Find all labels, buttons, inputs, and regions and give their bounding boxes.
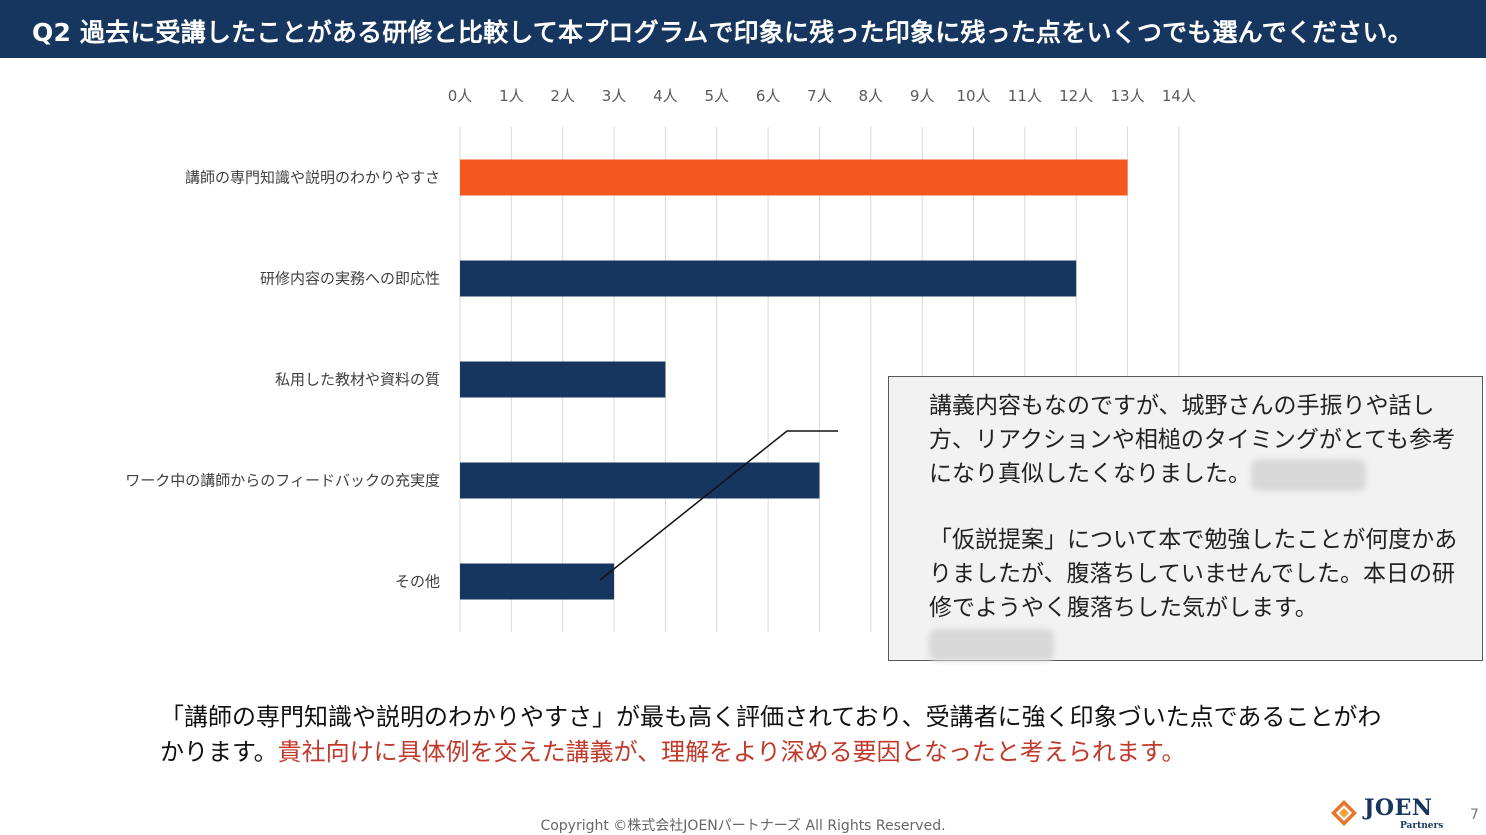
x-tick-label: 12人 [1059,87,1093,105]
summary-text: 「講師の専門知識や説明のわかりやすさ」が最も高く評価されており、受講者に強く印象… [160,700,1390,770]
category-label: ワーク中の講師からのフィードバックの充実度 [125,472,440,490]
company-logo: JOEN Partners [1330,795,1445,832]
redacted-name [929,629,1054,661]
category-label: 私用した教材や資料の質 [275,371,440,389]
comment-1-text: 講義内容もなのですが、城野さんの手振りや話し方、リアクションや相槌のタイミングが… [929,393,1456,487]
logo-sub: Partners [1400,821,1444,831]
category-label: 研修内容の実務への即応性 [260,270,440,288]
x-tick-label: 7人 [807,87,832,105]
summary-normal: 「講師の専門知識や説明のわかりやすさ」が最も高く評価されており、受講者に強く印象… [160,703,1382,766]
comment-2: 「仮説提案」について本で勉強したことが何度かありましたが、腹落ちしていませんでし… [929,523,1474,661]
x-tick-label: 9人 [910,87,935,105]
x-tick-label: 1人 [499,87,524,105]
summary-highlight: 貴社向けに具体例を交えた講義が、理解をより深める要因となったと考えられます。 [277,738,1186,766]
comment-1: 講義内容もなのですが、城野さんの手振りや話し方、リアクションや相槌のタイミングが… [929,389,1474,491]
bar [460,260,1077,297]
comment-2-text: 「仮説提案」について本で勉強したことが何度かありましたが、腹落ちしていませんでし… [929,527,1458,621]
bar [460,361,666,398]
diamond-logo-icon [1331,800,1357,826]
bar [460,462,820,499]
x-tick-label: 4人 [653,87,678,105]
callout-leader-line [599,430,838,581]
redacted-name [1251,458,1366,491]
x-tick-label: 0人 [448,87,473,105]
title-bar: Q2 過去に受講したことがある研修と比較して本プログラムで印象に残った印象に残っ… [0,0,1486,58]
category-label: その他 [395,573,440,591]
x-tick-label: 11人 [1008,87,1042,105]
comment-callout: 講義内容もなのですが、城野さんの手振りや話し方、リアクションや相槌のタイミングが… [888,376,1483,661]
x-tick-label: 6人 [756,87,781,105]
x-tick-label: 3人 [602,87,627,105]
x-tick-label: 10人 [956,87,990,105]
x-tick-label: 2人 [550,87,575,105]
bar [460,159,1128,196]
logo-name: JOEN [1364,795,1433,821]
x-tick-label: 5人 [704,87,729,105]
copyright: Copyright ©株式会社JOENパートナーズ All Rights Res… [540,818,946,834]
x-tick-label: 14人 [1162,87,1196,105]
bar [460,563,615,600]
x-tick-label: 8人 [859,87,884,105]
category-label: 講師の専門知識や説明のわかりやすさ [185,169,440,187]
bar-chart: 0人 1人 2人 3人 4人 5人 6人 7人 8人 9人 10人 11人 12人 13人 14人講師の専門… [125,87,1196,632]
page-number: 7 [1470,807,1479,823]
x-tick-label: 13人 [1111,87,1145,105]
slide-title: Q2 過去に受講したことがある研修と比較して本プログラムで印象に残った印象に残っ… [32,18,1413,47]
